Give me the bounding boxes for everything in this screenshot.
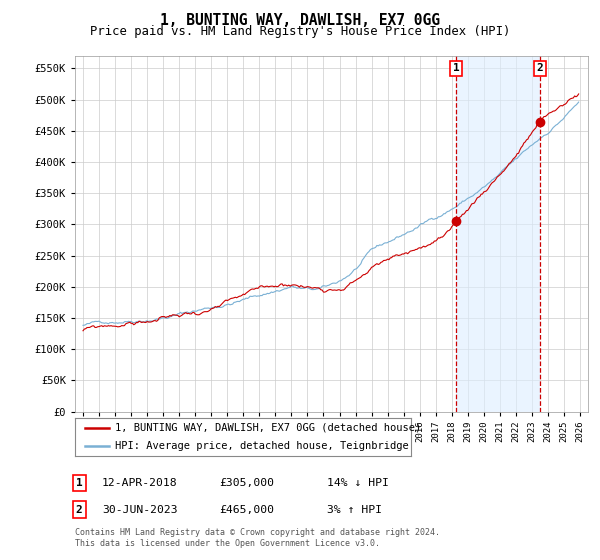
Text: 1: 1 [76, 478, 83, 488]
Text: 12-APR-2018: 12-APR-2018 [102, 478, 178, 488]
Text: 3% ↑ HPI: 3% ↑ HPI [327, 505, 382, 515]
Text: 1, BUNTING WAY, DAWLISH, EX7 0GG: 1, BUNTING WAY, DAWLISH, EX7 0GG [160, 13, 440, 29]
Text: 30-JUN-2023: 30-JUN-2023 [102, 505, 178, 515]
Text: 14% ↓ HPI: 14% ↓ HPI [327, 478, 389, 488]
Text: Price paid vs. HM Land Registry's House Price Index (HPI): Price paid vs. HM Land Registry's House … [90, 25, 510, 38]
Text: 2: 2 [536, 63, 543, 73]
Bar [456, 56, 540, 412]
Text: £465,000: £465,000 [219, 505, 274, 515]
Text: 1: 1 [452, 63, 460, 73]
Text: 1, BUNTING WAY, DAWLISH, EX7 0GG (detached house): 1, BUNTING WAY, DAWLISH, EX7 0GG (detach… [115, 423, 422, 433]
Text: HPI: Average price, detached house, Teignbridge: HPI: Average price, detached house, Teig… [115, 441, 409, 451]
Text: Contains HM Land Registry data © Crown copyright and database right 2024.
This d: Contains HM Land Registry data © Crown c… [75, 528, 440, 548]
Text: £305,000: £305,000 [219, 478, 274, 488]
Text: 2: 2 [76, 505, 83, 515]
